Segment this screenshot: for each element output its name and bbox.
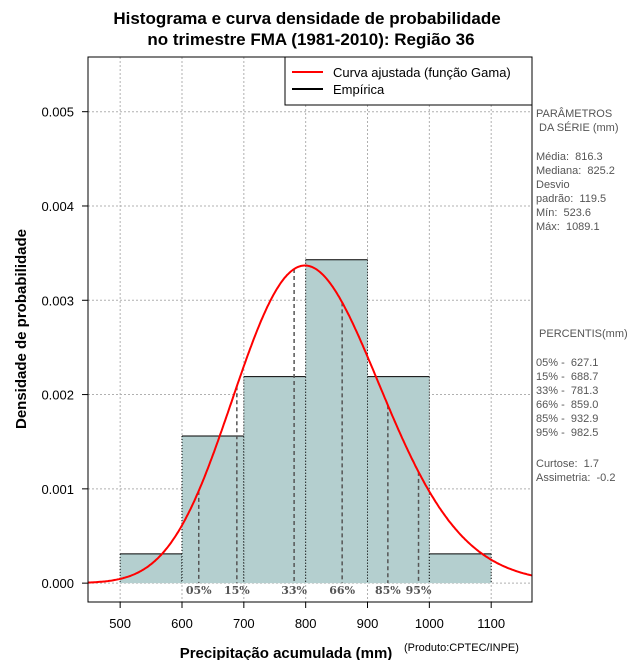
legend-box bbox=[284, 56, 533, 106]
x-tick-label: 500 bbox=[109, 616, 131, 631]
x-tick-label: 700 bbox=[233, 616, 255, 631]
x-tick-label: 600 bbox=[171, 616, 193, 631]
y-tick-label: 0.005 bbox=[41, 105, 74, 120]
product-credit: (Produto:CPTEC/INPE) bbox=[404, 642, 519, 654]
x-axis: 500 600 700 800 900 1000 1100 bbox=[109, 602, 505, 631]
histogram-bar bbox=[243, 376, 306, 584]
percentile-label: 85% bbox=[375, 584, 401, 597]
x-tick-label: 1000 bbox=[415, 616, 444, 631]
params-title: PARÂMETROS DA SÉRIE (mm) bbox=[536, 108, 619, 134]
histogram-bar bbox=[429, 553, 492, 584]
x-tick-label: 1100 bbox=[477, 616, 505, 631]
percentile-label: 05% bbox=[186, 584, 212, 597]
percentile-labels: 05% 15% 33% 66% 85% 95% bbox=[186, 584, 432, 597]
percentis-body: 05% - 627.1 15% - 688.7 33% - 781.3 66% … bbox=[536, 357, 599, 439]
x-tick-label: 800 bbox=[295, 616, 317, 631]
params-body: Média: 816.3 Mediana: 825.2 Desvio padrã… bbox=[536, 151, 615, 233]
histogram-bar bbox=[367, 376, 430, 584]
legend: Curva ajustada (função Gama) Empírica bbox=[284, 56, 533, 106]
percentis-title: PERCENTIS(mm) bbox=[536, 328, 628, 340]
y-tick-label: 0.004 bbox=[41, 199, 74, 214]
percentile-label: 95% bbox=[406, 584, 432, 597]
y-tick-label: 0.002 bbox=[41, 388, 74, 403]
stats-body: Curtose: 1.7 Assimetria: -0.2 bbox=[536, 458, 616, 484]
x-axis-label: Precipitação acumulada (mm) bbox=[180, 645, 393, 660]
percentile-lines bbox=[198, 269, 420, 584]
histogram-bar bbox=[305, 259, 368, 584]
percentile-label: 66% bbox=[329, 584, 355, 597]
y-tick-label: 0.003 bbox=[41, 293, 74, 308]
percentile-label: 15% bbox=[224, 584, 250, 597]
y-tick-label: 0.000 bbox=[41, 576, 74, 591]
x-tick-label: 900 bbox=[357, 616, 379, 631]
percentile-label: 33% bbox=[281, 584, 307, 597]
gamma-fit-curve bbox=[87, 264, 533, 584]
legend-label-curve: Curva ajustada (função Gama) bbox=[333, 65, 511, 80]
chart-title-line-1: Histograma e curva densidade de probabil… bbox=[113, 9, 500, 28]
y-axis: 0.000 0.001 0.002 0.003 0.004 0.005 bbox=[41, 105, 88, 591]
y-tick-label: 0.001 bbox=[41, 482, 74, 497]
y-axis-label: Densidade de probabilidade bbox=[13, 229, 30, 429]
histogram-bar bbox=[181, 436, 244, 584]
histogram-bars bbox=[119, 259, 492, 584]
chart-title-line-2: no trimestre FMA (1981-2010): Região 36 bbox=[147, 30, 474, 49]
histogram-bar bbox=[120, 553, 182, 584]
legend-label-empirical: Empírica bbox=[333, 82, 385, 97]
